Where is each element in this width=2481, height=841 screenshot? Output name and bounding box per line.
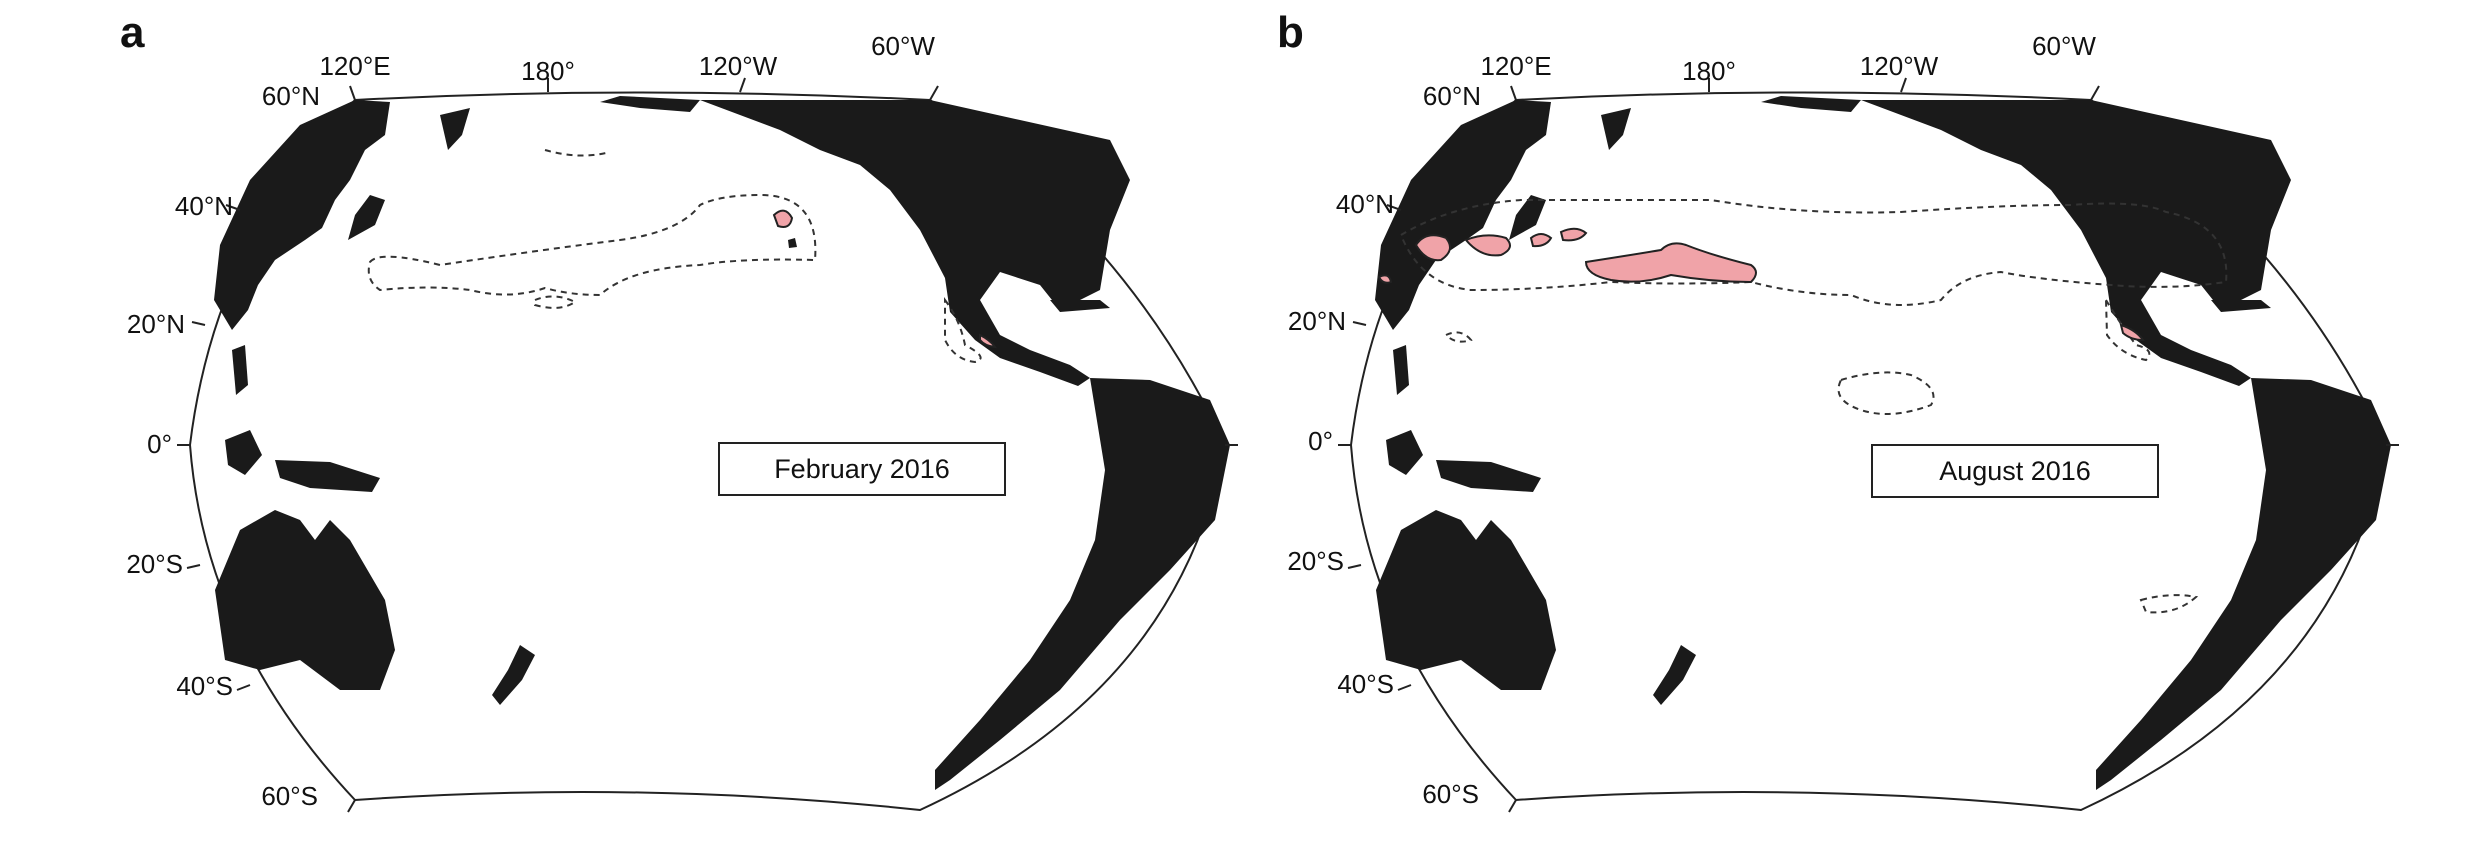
lat-label-20n: 20°N [1288,306,1346,336]
lat-label-40s: 40°S [176,671,233,701]
map-panel-b: b [1241,0,2481,841]
alaska-islands [600,96,700,112]
japan-island [348,195,385,240]
australia [1376,510,1556,690]
graticule-ticks [177,77,1238,813]
dashed-contour-small [534,295,577,309]
panel-label: a [120,8,145,57]
dashed-contour-coast [944,296,982,364]
dashed-contour-coast [2104,296,2151,362]
philippines [1393,345,1409,395]
lat-label-40s: 40°S [1337,669,1394,699]
dashed-contour-southeast [2139,594,2199,614]
graticule-ticks [1338,77,2399,813]
lon-label-120w: 120°W [1860,51,1939,81]
dashed-contour [1399,198,2228,306]
dashed-contour-south [1837,371,1935,415]
warm-anomaly-coast [2119,323,2145,342]
dashed-contour [367,193,817,297]
asia-landmass [214,100,390,330]
lat-label-0: 0° [147,429,172,459]
anomaly-contours [367,149,998,364]
map-panel-a: a [0,0,1240,841]
philippines [232,345,248,395]
warm-anomaly-region [1529,233,1553,248]
lat-label-60s: 60°S [261,781,318,811]
dashed-contour-north [544,149,611,157]
warm-anomaly-region [1584,242,1757,284]
lat-label-60n: 60°N [262,81,320,111]
land-masses [214,96,1230,790]
alaska-islands [1761,96,1861,112]
caribbean [1050,300,1110,312]
panel-label: b [1277,8,1304,57]
lat-label-20n: 20°N [127,309,185,339]
asia-landmass [1375,100,1551,330]
new-zealand [1653,645,1696,705]
borneo-island [1386,430,1423,475]
lat-label-40n: 40°N [1336,189,1394,219]
pacific-map: 120°E 180° 120°W 60°W 60°N 40°N 20°N 0° … [1287,31,2399,813]
lon-label-180: 180° [521,56,575,86]
north-america [1861,100,2291,386]
lon-label-180: 180° [1682,56,1736,86]
lon-label-60w: 60°W [871,31,935,61]
lat-label-20s: 20°S [126,549,183,579]
warm-anomaly-core [788,238,797,248]
warm-anomaly-coast [979,333,998,349]
dashed-contour-west [1444,331,1473,343]
south-america [935,378,1230,790]
south-america [2096,378,2391,790]
lon-label-120w: 120°W [699,51,778,81]
caribbean [2211,300,2271,312]
lon-label-120e: 120°E [1480,51,1551,81]
new-zealand [492,645,535,705]
anomaly-contours [1377,198,2228,614]
date-label: February 2016 [718,442,1006,496]
lon-label-60w: 60°W [2032,31,2096,61]
lon-label-120e: 120°E [319,51,390,81]
australia [215,510,395,690]
lat-label-60s: 60°S [1422,779,1479,809]
new-guinea [275,460,380,492]
warm-anomaly-west [1377,274,1393,284]
warm-anomaly-region [1414,234,1451,262]
warm-anomaly-region [1464,234,1511,257]
lat-label-40n: 40°N [175,191,233,221]
lat-label-0: 0° [1308,426,1333,456]
kamchatka [440,108,470,150]
borneo-island [225,430,262,475]
warm-anomaly-region [772,209,794,228]
lat-label-20s: 20°S [1287,546,1344,576]
japan-island [1509,195,1546,240]
north-america [700,100,1130,386]
kamchatka [1601,108,1631,150]
date-label: August 2016 [1871,444,2159,498]
new-guinea [1436,460,1541,492]
lat-label-60n: 60°N [1423,81,1481,111]
pacific-map: 120°E 180° 120°W 60°W 60°N 40°N 20°N 0° … [126,31,1238,813]
land-masses [1375,96,2391,790]
warm-anomaly-region [1559,227,1588,242]
